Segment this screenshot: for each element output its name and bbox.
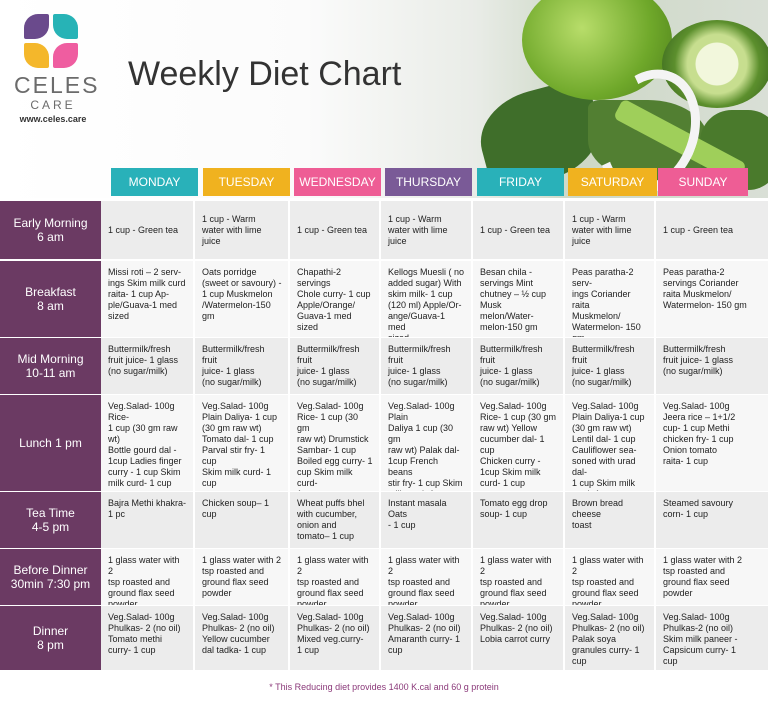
row-label-name: Tea Time <box>26 506 75 520</box>
day-header-sunday: SUNDAY <box>658 168 748 196</box>
row-label: Dinner 8 pm <box>0 606 101 670</box>
table-row: Before Dinner 30min 7:30 pm 1 glass water … <box>0 549 768 605</box>
table-row: Breakfast 8 am Missi roti – 2 serv- ings S… <box>0 261 768 337</box>
meal-cell-sunday: Peas paratha-2 servings Coriander raita … <box>655 261 768 337</box>
meal-cell-wednesday: Buttermilk/fresh fruit juice- 1 glass (n… <box>289 338 379 394</box>
meal-cell-tuesday: Veg.Salad- 100g Plain Daliya- 1 cup (30 … <box>194 395 288 491</box>
meal-cell-sunday: 1 glass water with 2 tsp roasted and gro… <box>655 549 768 605</box>
meal-cell-thursday: Buttermilk/fresh fruit juice- 1 glass (n… <box>380 338 471 394</box>
meal-cell-thursday: Veg.Salad- 100g Plain Daliya 1 cup (30 g… <box>380 395 471 491</box>
meal-cell-tuesday: Buttermilk/fresh fruit juice- 1 glass (n… <box>194 338 288 394</box>
page-title: Weekly Diet Chart <box>128 55 402 93</box>
day-header-wednesday: WEDNESDAY <box>294 168 381 196</box>
meal-cell-thursday: 1 glass water with 2 tsp roasted and gro… <box>380 549 471 605</box>
meal-cell-thursday: Veg.Salad- 100g Phulkas- 2 (no oil) Amar… <box>380 606 471 670</box>
meal-cell-monday: Buttermilk/fresh fruit juice- 1 glass (n… <box>101 338 193 394</box>
meal-cell-saturday: Veg.Salad- 100g Phulkas- 2 (no oil) Pala… <box>564 606 654 670</box>
brand-subtitle: CARE <box>30 98 76 112</box>
row-label: Before Dinner 30min 7:30 pm <box>0 549 101 605</box>
table-row: Dinner 8 pm Veg.Salad- 100g Phulkas- 2 (no… <box>0 606 768 670</box>
day-header-row: MONDAY TUESDAY WEDNESDAY THURSDAY FRIDAY SATU… <box>0 168 768 198</box>
row-label-name: Lunch 1 pm <box>19 436 82 450</box>
meal-cell-sunday: Veg.Salad- 100g Jeera rice – 1+1/2 cup- … <box>655 395 768 491</box>
meal-cell-wednesday: Chapathi-2 servings Chole curry- 1 cup A… <box>289 261 379 337</box>
day-header-thursday: THURSDAY <box>385 168 472 196</box>
row-label-name: Early Morning <box>13 216 88 230</box>
table-row: Early Morning 6 am 1 cup - Green tea 1 cup … <box>0 201 768 259</box>
meal-cell-saturday: 1 glass water with 2 tsp roasted and gro… <box>564 549 654 605</box>
brand-logo-icon <box>24 14 78 68</box>
meal-cell-monday: Veg.Salad- 100g Rice- 1 cup (30 gm raw w… <box>101 395 193 491</box>
row-label: Breakfast 8 am <box>0 261 101 337</box>
row-label: Early Morning 6 am <box>0 201 101 259</box>
meal-cell-sunday: Steamed savoury corn- 1 cup <box>655 492 768 548</box>
meal-cell-wednesday: 1 glass water with 2 tsp roasted and gro… <box>289 549 379 605</box>
brand-name: CELES <box>14 72 100 98</box>
meal-cell-friday: 1 glass water with 2 tsp roasted and gro… <box>472 549 563 605</box>
meal-cell-thursday: 1 cup - Warm water with lime juice <box>380 201 471 259</box>
row-label: Lunch 1 pm <box>0 395 101 491</box>
meal-cell-sunday: 1 cup - Green tea <box>655 201 768 259</box>
row-label-time: 6 am <box>37 230 64 244</box>
meal-cell-thursday: Kellogs Muesli ( no added sugar) With sk… <box>380 261 471 337</box>
meal-cell-friday: Tomato egg drop soup- 1 cup <box>472 492 563 548</box>
row-label-name: Dinner <box>32 624 69 638</box>
brand-url: www.celes.care <box>19 114 87 124</box>
meal-cell-monday: 1 glass water with 2 tsp roasted and gro… <box>101 549 193 605</box>
row-label-time: 8 pm <box>37 638 64 652</box>
meal-cell-friday: Veg.Salad- 100g Rice- 1 cup (30 gm raw w… <box>472 395 563 491</box>
cucumber-slice-image <box>662 20 768 108</box>
row-label: Mid Morning 10-11 am <box>0 338 101 394</box>
meal-cell-monday: 1 cup - Green tea <box>101 201 193 259</box>
meal-cell-tuesday: Oats porridge (sweet or savoury) - 1 cup… <box>194 261 288 337</box>
meal-cell-saturday: 1 cup - Warm water with lime juice <box>564 201 654 259</box>
row-label-name: Before Dinner <box>13 563 88 577</box>
meal-cell-friday: Besan chila - servings Mint chutney – ½ … <box>472 261 563 337</box>
meal-cell-wednesday: 1 cup - Green tea <box>289 201 379 259</box>
row-label-time: 8 am <box>37 299 64 313</box>
meal-cell-saturday: Peas paratha-2 serv- ings Coriander rait… <box>564 261 654 337</box>
meal-cell-tuesday: Chicken soup– 1 cup <box>194 492 288 548</box>
day-header-saturday: SATURDAY <box>568 168 657 196</box>
meal-cell-friday: 1 cup - Green tea <box>472 201 563 259</box>
day-header-monday: MONDAY <box>111 168 198 196</box>
meal-cell-tuesday: 1 cup - Warm water with lime juice <box>194 201 288 259</box>
table-row: Lunch 1 pm Veg.Salad- 100g Rice- 1 cup (3… <box>0 395 768 491</box>
row-label-time: 4-5 pm <box>31 520 70 534</box>
row-label-time: 30min 7:30 pm <box>10 577 91 591</box>
meal-cell-thursday: Instant masala Oats - 1 cup <box>380 492 471 548</box>
meal-cell-saturday: Brown bread cheese toast <box>564 492 654 548</box>
meal-cell-tuesday: Veg.Salad- 100g Phulkas- 2 (no oil) Yell… <box>194 606 288 670</box>
row-label-name: Mid Morning <box>17 352 84 366</box>
row-label-name: Breakfast <box>25 285 76 299</box>
meal-cell-saturday: Buttermilk/fresh fruit juice- 1 glass (n… <box>564 338 654 394</box>
meal-cell-friday: Buttermilk/fresh fruit juice- 1 glass (n… <box>472 338 563 394</box>
day-header-tuesday: TUESDAY <box>203 168 290 196</box>
meal-cell-sunday: Buttermilk/fresh fruit juice- 1 glass (n… <box>655 338 768 394</box>
footnote: * This Reducing diet provides 1400 K.cal… <box>269 682 499 692</box>
meal-cell-tuesday: 1 glass water with 2 tsp roasted and gro… <box>194 549 288 605</box>
meal-cell-wednesday: Veg.Salad- 100g Rice- 1 cup (30 gm raw w… <box>289 395 379 491</box>
table-row: Mid Morning 10-11 am Buttermilk/fresh frui… <box>0 338 768 394</box>
meal-cell-monday: Bajra Methi khakra- 1 pc <box>101 492 193 548</box>
meal-cell-saturday: Veg.Salad- 100g Plain Daliya-1 cup (30 g… <box>564 395 654 491</box>
meal-cell-wednesday: Wheat puffs bhel with cucumber, onion an… <box>289 492 379 548</box>
meal-cell-friday: Veg.Salad- 100g Phulkas- 2 (no oil) Lobi… <box>472 606 563 670</box>
day-header-friday: FRIDAY <box>477 168 564 196</box>
meal-cell-monday: Missi roti – 2 serv- ings Skim milk curd… <box>101 261 193 337</box>
row-label: Tea Time 4-5 pm <box>0 492 101 548</box>
table-row: Tea Time 4-5 pm Bajra Methi khakra- 1 pc Ch… <box>0 492 768 548</box>
meal-cell-monday: Veg.Salad- 100g Phulkas- 2 (no oil) Toma… <box>101 606 193 670</box>
green-apple-image <box>522 0 672 100</box>
row-label-time: 10-11 am <box>25 366 76 380</box>
meal-cell-sunday: Veg.Salad- 100g Phulkas-2 (no oil) Skim … <box>655 606 768 670</box>
meal-cell-wednesday: Veg.Salad- 100g Phulkas- 2 (no oil) Mixe… <box>289 606 379 670</box>
